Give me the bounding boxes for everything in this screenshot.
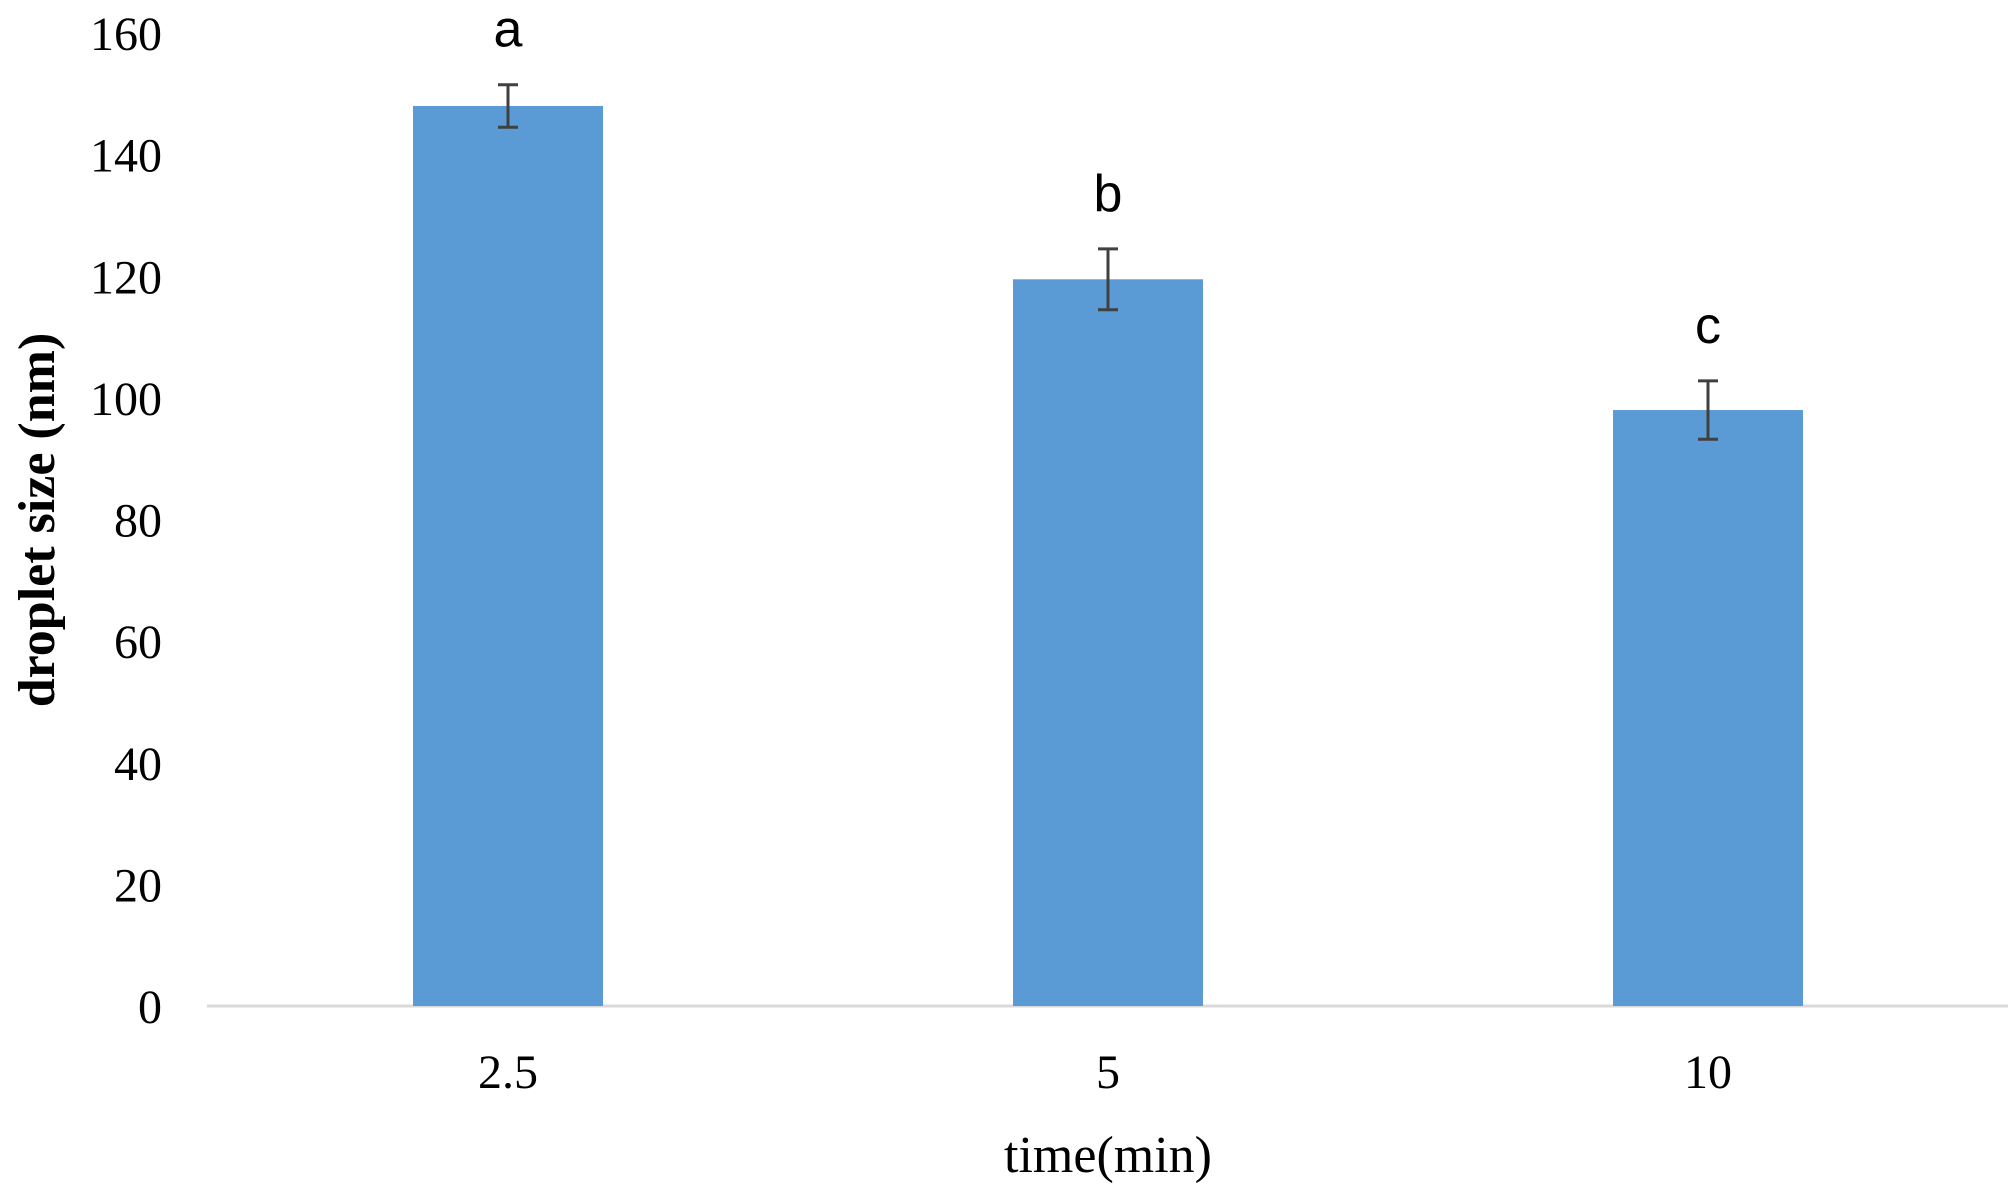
bar (1013, 279, 1203, 1006)
y-tick-label: 100 (90, 373, 162, 426)
significance-labels: a b c (494, 1, 1721, 355)
error-bar (1098, 247, 1118, 312)
error-bars (498, 83, 1718, 441)
y-tick-label: 40 (114, 738, 162, 791)
x-axis-ticks: 2.5 5 10 (478, 1046, 1732, 1099)
significance-label: b (1094, 165, 1123, 223)
y-axis-title: droplet size (nm) (9, 333, 66, 708)
y-tick-label: 0 (138, 981, 162, 1034)
x-axis-title: time(min) (1004, 1127, 1212, 1184)
significance-label: c (1695, 297, 1721, 355)
y-tick-label: 60 (114, 616, 162, 669)
y-tick-label: 80 (114, 495, 162, 548)
x-tick-label: 5 (1096, 1046, 1120, 1099)
y-tick-label: 20 (114, 859, 162, 912)
x-tick-label: 10 (1684, 1046, 1732, 1099)
y-tick-label: 120 (90, 251, 162, 304)
y-tick-label: 160 (90, 8, 162, 61)
x-tick-label: 2.5 (478, 1046, 538, 1099)
bar (1613, 410, 1803, 1007)
y-tick-label: 140 (90, 130, 162, 183)
significance-label: a (494, 1, 523, 59)
error-bar (1698, 379, 1718, 441)
bars (413, 105, 1803, 1007)
bar (413, 105, 603, 1007)
error-bar (498, 83, 518, 129)
y-axis-ticks: 0 20 40 60 80 100 120 140 160 (90, 8, 162, 1034)
